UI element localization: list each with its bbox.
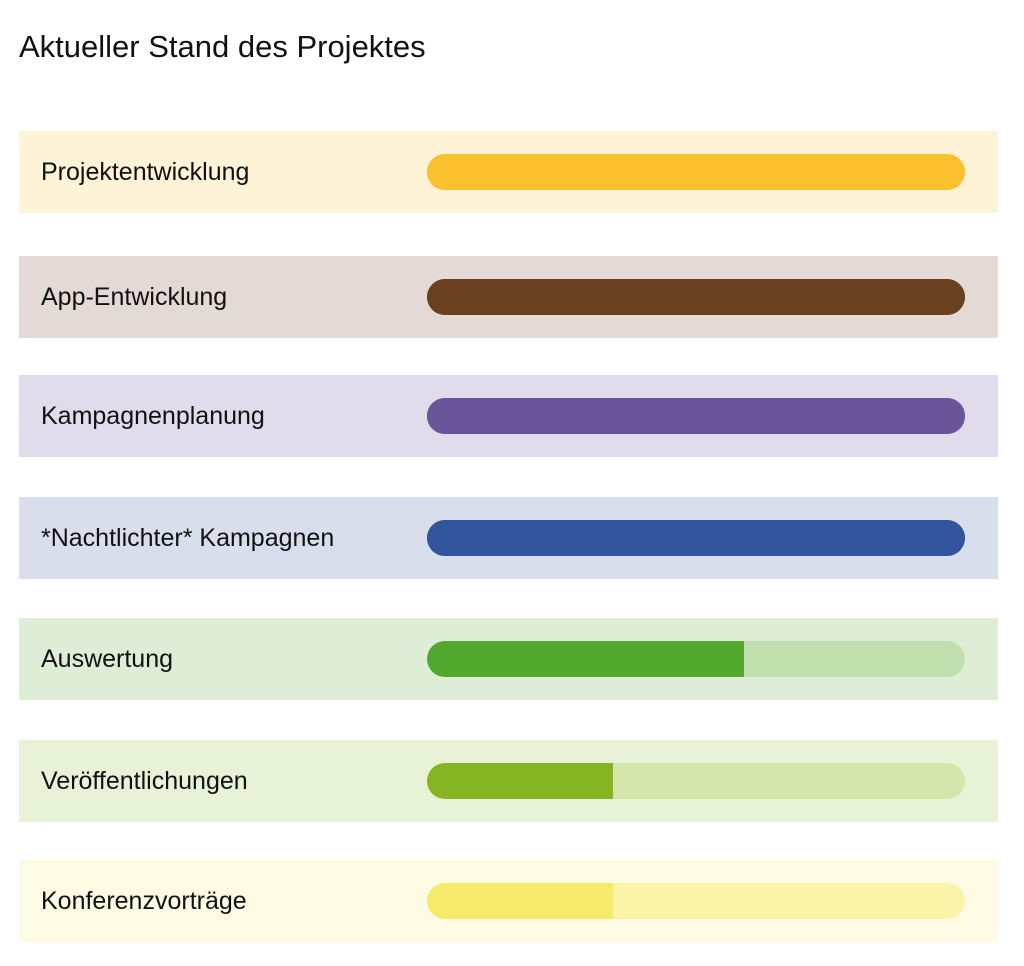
row-label: Auswertung [41,645,174,673]
chart-row: App-Entwicklung [19,256,998,338]
progress-track [427,154,965,190]
progress-bar-fill [427,154,965,190]
chart-row: Auswertung [19,618,998,700]
row-label: *Nachtlichter* Kampagnen [41,524,335,552]
chart-row: Kampagnenplanung [19,375,998,457]
chart-row: *Nachtlichter* Kampagnen [19,497,998,579]
chart-row: Projektentwicklung [19,131,998,213]
row-label: Veröffentlichungen [41,767,248,795]
progress-track [427,520,965,556]
progress-track [427,279,965,315]
progress-bar-fill [427,279,965,315]
progress-bar-fill [427,520,965,556]
progress-bar-fill [427,883,613,919]
progress-bar-fill [427,398,965,434]
row-label: Kampagnenplanung [41,402,265,430]
progress-bar-fill [427,641,745,677]
progress-track [427,641,965,677]
progress-track [427,883,965,919]
row-label: Projektentwicklung [41,158,250,186]
chart-row: Veröffentlichungen [19,740,998,822]
progress-bar-fill [427,763,613,799]
progress-track [427,763,965,799]
chart-row: Konferenzvorträge [19,860,998,942]
page-title: Aktueller Stand des Projektes [19,29,426,64]
row-label: App-Entwicklung [41,283,228,311]
progress-track [427,398,965,434]
row-label: Konferenzvorträge [41,887,247,915]
